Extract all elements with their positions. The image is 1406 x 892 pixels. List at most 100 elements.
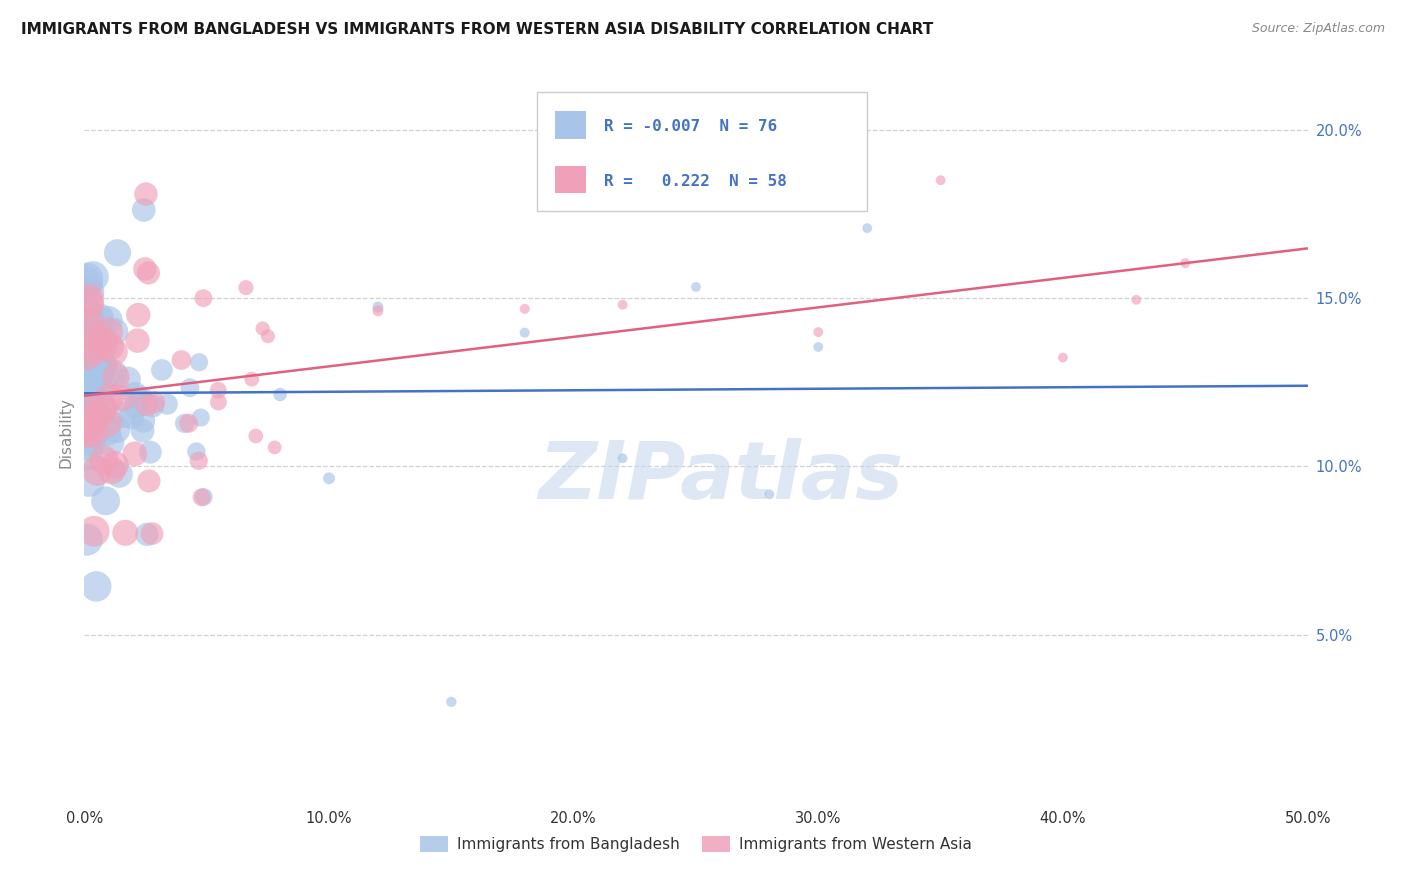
Text: IMMIGRANTS FROM BANGLADESH VS IMMIGRANTS FROM WESTERN ASIA DISABILITY CORRELATIO: IMMIGRANTS FROM BANGLADESH VS IMMIGRANTS… bbox=[21, 22, 934, 37]
Point bbox=[612, 298, 634, 312]
Point bbox=[124, 387, 146, 401]
Point bbox=[190, 410, 212, 425]
Point bbox=[76, 417, 98, 432]
Point bbox=[111, 391, 134, 405]
Point bbox=[76, 437, 98, 451]
Point bbox=[131, 424, 153, 438]
Point bbox=[170, 353, 193, 368]
Point bbox=[87, 408, 110, 422]
Point bbox=[190, 490, 212, 504]
Point bbox=[100, 463, 122, 477]
Point bbox=[252, 321, 274, 335]
Text: R = -0.007  N = 76: R = -0.007 N = 76 bbox=[605, 120, 778, 135]
Point bbox=[77, 359, 100, 373]
Point bbox=[135, 187, 157, 202]
Point bbox=[91, 359, 114, 373]
Point bbox=[76, 347, 98, 361]
Point bbox=[173, 417, 195, 431]
Text: R =   0.222  N = 58: R = 0.222 N = 58 bbox=[605, 174, 787, 189]
Point bbox=[107, 245, 129, 260]
Point bbox=[142, 399, 165, 413]
Point bbox=[97, 313, 120, 327]
Point bbox=[177, 417, 200, 431]
FancyBboxPatch shape bbox=[537, 92, 868, 211]
Point bbox=[87, 366, 110, 380]
Point bbox=[76, 419, 98, 434]
Point bbox=[612, 451, 634, 466]
Point bbox=[141, 526, 163, 541]
Y-axis label: Disability: Disability bbox=[58, 397, 73, 468]
Point bbox=[105, 423, 128, 437]
Point bbox=[89, 385, 111, 400]
Point bbox=[98, 391, 121, 405]
Point bbox=[134, 262, 156, 277]
Point bbox=[84, 347, 107, 361]
Point bbox=[76, 309, 98, 323]
Point bbox=[207, 395, 229, 409]
Point bbox=[76, 276, 98, 290]
Point bbox=[90, 402, 112, 417]
Point bbox=[87, 311, 110, 326]
Point bbox=[103, 325, 125, 339]
Legend: Immigrants from Bangladesh, Immigrants from Western Asia: Immigrants from Bangladesh, Immigrants f… bbox=[413, 830, 979, 858]
Point bbox=[82, 425, 104, 439]
Point bbox=[91, 340, 114, 354]
Point bbox=[76, 378, 98, 392]
Point bbox=[193, 490, 215, 504]
Point bbox=[127, 334, 149, 348]
Point bbox=[84, 579, 107, 593]
Point bbox=[186, 444, 208, 458]
Point bbox=[367, 300, 389, 314]
Point bbox=[114, 525, 136, 540]
Point bbox=[77, 402, 100, 417]
Point bbox=[132, 202, 155, 217]
Point bbox=[135, 527, 157, 541]
Text: ZIPatlas: ZIPatlas bbox=[538, 438, 903, 516]
FancyBboxPatch shape bbox=[555, 112, 586, 139]
Point bbox=[94, 493, 117, 508]
Point bbox=[124, 447, 146, 461]
Point bbox=[90, 378, 112, 392]
Point bbox=[77, 379, 100, 393]
Point bbox=[77, 292, 100, 306]
Point bbox=[79, 405, 101, 419]
Point bbox=[98, 435, 121, 450]
Point bbox=[76, 425, 98, 439]
Point bbox=[91, 334, 114, 348]
Point bbox=[179, 381, 201, 395]
Point bbox=[80, 318, 103, 332]
Point bbox=[367, 303, 389, 318]
Point bbox=[91, 401, 114, 416]
Point bbox=[108, 467, 131, 482]
Point bbox=[103, 344, 125, 359]
Point bbox=[76, 448, 98, 462]
Point bbox=[96, 425, 118, 439]
Point bbox=[143, 395, 166, 409]
Point bbox=[440, 695, 463, 709]
Point bbox=[77, 285, 100, 299]
Point bbox=[188, 355, 211, 369]
Point bbox=[97, 415, 120, 429]
Point bbox=[76, 271, 98, 285]
Point bbox=[513, 301, 536, 316]
Point bbox=[83, 361, 105, 376]
Point bbox=[84, 359, 107, 373]
Point bbox=[513, 326, 536, 340]
Point bbox=[76, 317, 98, 331]
Point bbox=[82, 328, 104, 343]
Point bbox=[87, 314, 110, 328]
Point bbox=[76, 533, 98, 547]
Point bbox=[263, 441, 285, 455]
Point bbox=[120, 409, 142, 424]
Point bbox=[132, 414, 155, 428]
Point bbox=[758, 487, 780, 501]
Point bbox=[104, 370, 127, 384]
Point bbox=[93, 453, 115, 467]
Point bbox=[83, 342, 105, 356]
Point bbox=[156, 397, 179, 411]
Point bbox=[129, 391, 152, 405]
Point bbox=[112, 409, 135, 423]
Point bbox=[318, 471, 340, 485]
Point bbox=[79, 415, 101, 429]
Point bbox=[139, 445, 162, 459]
